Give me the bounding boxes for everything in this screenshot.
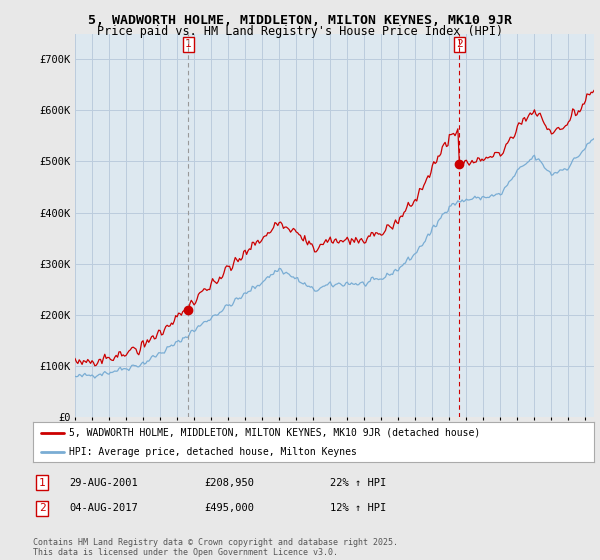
Text: 22% ↑ HPI: 22% ↑ HPI xyxy=(330,478,386,488)
Text: HPI: Average price, detached house, Milton Keynes: HPI: Average price, detached house, Milt… xyxy=(70,447,358,457)
Text: Price paid vs. HM Land Registry's House Price Index (HPI): Price paid vs. HM Land Registry's House … xyxy=(97,25,503,38)
Text: 5, WADWORTH HOLME, MIDDLETON, MILTON KEYNES, MK10 9JR (detached house): 5, WADWORTH HOLME, MIDDLETON, MILTON KEY… xyxy=(70,428,481,437)
Text: 2: 2 xyxy=(456,39,463,49)
Text: 04-AUG-2017: 04-AUG-2017 xyxy=(69,503,138,514)
Text: 1: 1 xyxy=(185,39,192,49)
Text: 29-AUG-2001: 29-AUG-2001 xyxy=(69,478,138,488)
Text: 2: 2 xyxy=(38,503,46,514)
Text: 5, WADWORTH HOLME, MIDDLETON, MILTON KEYNES, MK10 9JR: 5, WADWORTH HOLME, MIDDLETON, MILTON KEY… xyxy=(88,14,512,27)
Text: £208,950: £208,950 xyxy=(204,478,254,488)
Text: £495,000: £495,000 xyxy=(204,503,254,514)
Text: 12% ↑ HPI: 12% ↑ HPI xyxy=(330,503,386,514)
Text: Contains HM Land Registry data © Crown copyright and database right 2025.
This d: Contains HM Land Registry data © Crown c… xyxy=(33,538,398,557)
Text: 1: 1 xyxy=(38,478,46,488)
